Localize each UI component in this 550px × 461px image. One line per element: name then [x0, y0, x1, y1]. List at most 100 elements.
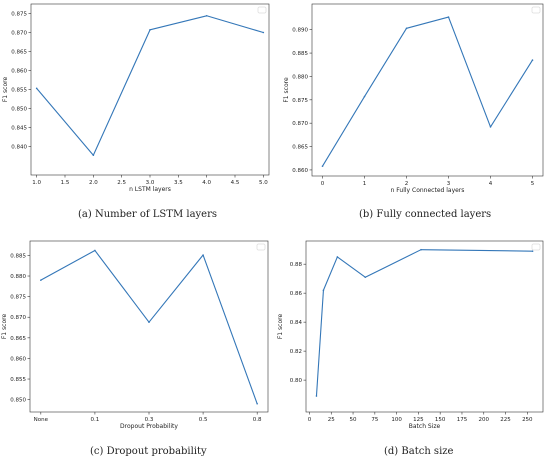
- x-tick-label: 250: [522, 417, 533, 423]
- y-tick-label: 0.870: [292, 121, 308, 127]
- x-axis-label: Batch Size: [409, 423, 441, 430]
- plot-frame: [305, 240, 544, 413]
- data-point: [531, 250, 534, 252]
- x-tick-label: 1.0: [32, 180, 41, 186]
- x-tick-label: 225: [500, 417, 511, 423]
- caption-c: (c) Dropout probability: [90, 446, 207, 457]
- y-tick-label: 0.890: [292, 28, 308, 34]
- x-axis-label: n LSTM layers: [129, 186, 171, 193]
- y-tick-label: 0.860: [10, 356, 26, 362]
- y-tick-label: 0.860: [11, 69, 27, 75]
- data-point: [531, 59, 534, 61]
- data-point: [35, 87, 38, 90]
- data-point: [336, 256, 339, 258]
- x-tick-label: 175: [457, 417, 468, 423]
- y-tick-label: 0.82: [290, 349, 302, 355]
- x-tick-label: 4: [489, 181, 493, 187]
- subplot-b: 0 1 2 3 4 5 0.860 0.865 0.870 0.875 0.880 0.885 0.89…: [283, 3, 544, 194]
- y-tick-label: 0.865: [292, 145, 308, 151]
- data-point: [202, 254, 204, 256]
- x-tick-label: 0.5: [199, 417, 208, 423]
- data-point: [256, 402, 258, 405]
- y-tick-label: 0.865: [11, 50, 27, 56]
- x-tick-label: 75: [371, 417, 378, 423]
- data-point: [364, 276, 367, 279]
- x-tick-label: 3.5: [174, 180, 183, 186]
- data-point: [322, 289, 325, 292]
- x-tick-label: 200: [479, 417, 490, 423]
- data-point: [262, 31, 265, 34]
- y-tick-label: 0.870: [11, 31, 27, 37]
- x-tick-label: 0.8: [253, 417, 262, 423]
- x-tick-label: 4.5: [231, 180, 240, 186]
- y-tick-label: 0.885: [10, 253, 26, 259]
- y-axis-label: F1 score: [1, 314, 8, 340]
- y-tick-label: 0.860: [292, 168, 308, 174]
- data-point: [148, 321, 150, 323]
- x-tick-label: 100: [391, 417, 402, 423]
- x-tick-label: 0: [321, 181, 325, 187]
- x-tick-label: 3.0: [146, 180, 155, 186]
- series-line: [40, 249, 258, 404]
- y-tick-label: 0.875: [292, 98, 308, 104]
- x-tick-label: 1: [363, 181, 367, 187]
- data-point: [149, 29, 151, 31]
- y-tick-label: 0.845: [11, 126, 27, 132]
- x-tick-label: 3: [447, 181, 451, 187]
- x-tick-label: 0.3: [145, 417, 154, 423]
- x-tick-label: 4.0: [202, 180, 211, 186]
- y-tick-label: 0.880: [292, 74, 308, 80]
- subplot-c: None 0.1 0.3 0.5 0.8 0.850 0.855 0.860 0.865 0.87…: [1, 240, 269, 430]
- data-point: [321, 165, 324, 167]
- x-tick-label: None: [34, 417, 49, 423]
- x-tick-label: 2.0: [89, 180, 98, 186]
- y-tick-label: 0.875: [10, 295, 26, 301]
- data-point: [420, 248, 422, 251]
- y-tick-label: 0.84: [290, 320, 303, 326]
- y-tick-label: 0.88: [290, 262, 303, 268]
- caption-a: (a) Number of LSTM layers: [78, 209, 218, 220]
- data-point: [405, 27, 408, 30]
- x-tick-label: 1.5: [61, 180, 70, 186]
- x-tick-label: 5.0: [259, 180, 268, 186]
- series-line: [322, 16, 533, 167]
- x-tick-label: 5: [531, 181, 535, 187]
- x-axis-label: Dropout Probability: [120, 423, 178, 430]
- y-tick-label: 0.855: [10, 377, 26, 383]
- y-axis-label: F1 score: [283, 77, 290, 103]
- data-point: [315, 395, 318, 397]
- plot-frame: [311, 3, 544, 177]
- y-tick-label: 0.880: [10, 274, 26, 280]
- legend-box: [531, 243, 541, 251]
- y-tick-label: 0.875: [11, 12, 27, 18]
- data-point: [447, 16, 450, 18]
- y-tick-label: 0.80: [290, 378, 303, 384]
- y-tick-label: 0.840: [11, 145, 27, 151]
- subplot-d: 0 25 50 75 100 125 150 175 200 225 250 0.80 0.82 0.84…: [277, 240, 544, 430]
- legend-box: [531, 6, 541, 14]
- data-point: [489, 126, 492, 128]
- y-axis-label: F1 score: [277, 314, 284, 340]
- data-point: [363, 95, 366, 98]
- x-tick-label: 50: [350, 417, 357, 423]
- x-axis-label: n Fully Connected layers: [391, 187, 465, 194]
- y-tick-label: 0.885: [292, 51, 308, 57]
- y-tick-label: 0.865: [10, 336, 26, 342]
- y-tick-label: 0.850: [10, 398, 26, 404]
- y-tick-label: 0.86: [290, 291, 303, 297]
- y-tick-label: 0.855: [11, 88, 27, 94]
- x-tick-label: 125: [413, 417, 424, 423]
- x-tick-label: 25: [328, 417, 335, 423]
- x-tick-label: 0.1: [91, 417, 100, 423]
- x-tick-label: 2.5: [117, 180, 126, 186]
- series-line: [36, 15, 264, 156]
- caption-b: (b) Fully connected layers: [359, 209, 492, 220]
- legend-box: [256, 243, 266, 251]
- y-tick-label: 0.850: [11, 107, 27, 113]
- legend-box: [257, 6, 267, 14]
- data-point: [94, 249, 96, 252]
- y-tick-label: 0.870: [10, 315, 26, 321]
- x-tick-label: 0: [308, 417, 312, 423]
- subplot-a: 1.0 1.5 2.0 2.5 3.0 3.5 4.0 4.5 5.0 0.840 0.845 0.8…: [2, 3, 270, 193]
